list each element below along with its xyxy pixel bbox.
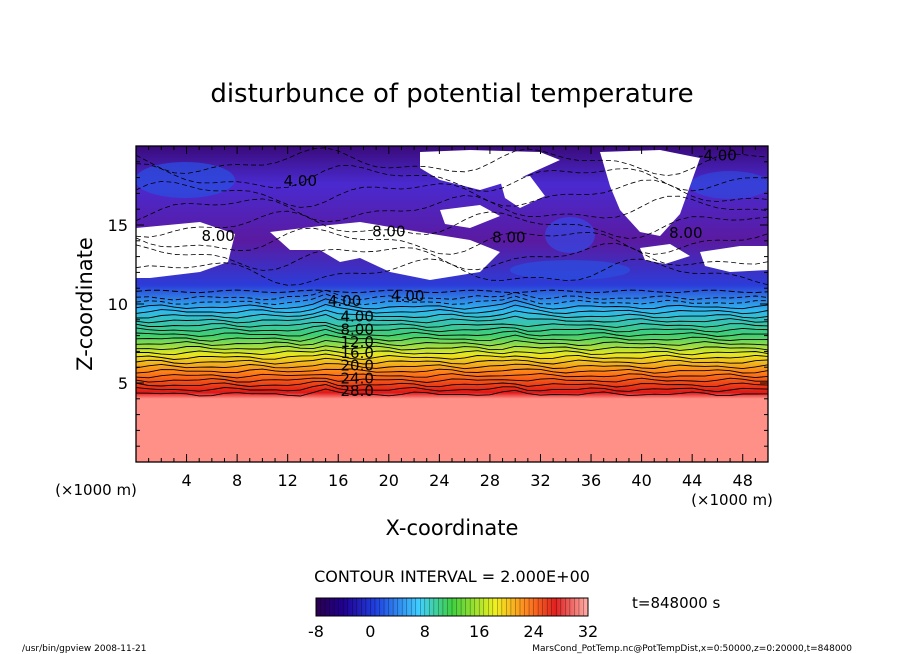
contour-label: 12.0: [340, 333, 373, 351]
colorbar-tick-label: 32: [578, 622, 598, 641]
contour-line: [136, 349, 768, 356]
contour-line-negative: [136, 258, 768, 286]
contour-line-negative: [136, 194, 768, 223]
x-tick-label: 20: [379, 471, 399, 490]
contour-line: [136, 380, 768, 388]
contour-label: 4.00: [284, 172, 317, 190]
x-tick-label: 48: [733, 471, 753, 490]
contour-label: 8.00: [340, 320, 373, 338]
contour-line-negative: [136, 242, 768, 271]
colorbar-ticks: -8 0 8 16 24 32: [308, 622, 598, 641]
contour-label: 8.00: [372, 222, 405, 240]
contour-line: [136, 353, 768, 360]
contour-line: [136, 304, 768, 315]
plot-area: -4.004.008.00 8.00 8.00 8.004.004.004.008.0…: [136, 146, 768, 462]
contour-line: [136, 345, 768, 351]
contour-label: 24.0: [340, 369, 373, 387]
contour-lines: [136, 147, 768, 397]
x-tick-label: 12: [278, 471, 298, 490]
colorbar-tick-label: 8: [420, 622, 430, 641]
chart-title: disturbunce of potential temperature: [210, 79, 693, 109]
contour-label: -4.00: [698, 146, 737, 164]
x-tick-label: 40: [631, 471, 651, 490]
contour-line: [136, 314, 768, 324]
y-axis-label: Z-coordinate: [73, 237, 97, 371]
contour-line: [136, 321, 768, 328]
blank-region: [270, 222, 500, 280]
colorbar-tick-label: 24: [523, 622, 543, 641]
x-tick-label: 4: [181, 471, 191, 490]
footer-right: MarsCond_PotTemp.nc@PotTempDist,x=0:5000…: [532, 644, 852, 654]
colorbar-tick-label: 0: [365, 622, 375, 641]
blank-region: [440, 205, 500, 228]
contour-line: [136, 328, 768, 337]
x-tick-label: 44: [682, 471, 702, 490]
x-unit-right: (×1000 m): [691, 491, 773, 509]
contour-label: 8.00: [492, 229, 525, 247]
blue-region: [545, 217, 595, 253]
x-axis-label: X-coordinate: [386, 516, 519, 540]
contour-line: [136, 373, 768, 379]
contour-line: [136, 377, 768, 383]
footer-left: /usr/bin/gpview 2008-11-21: [22, 644, 146, 654]
contour-line: [136, 357, 768, 365]
contour-line: [136, 298, 768, 310]
x-axis: 4 8 12 16 20 24 28 32 36 40 44 48: [148, 146, 756, 490]
x-tick-label: 16: [328, 471, 348, 490]
contour-line: [136, 388, 768, 397]
contour-line-negative: [136, 289, 768, 294]
y-tick-label: 5: [118, 374, 128, 393]
time-label: t=848000 s: [632, 594, 720, 612]
colorbar-stripes: [320, 598, 584, 616]
contour-line: [136, 334, 768, 342]
contour-line: [136, 293, 768, 306]
colorbar-tick-label: -8: [308, 622, 324, 641]
contour-label: 16.0: [340, 344, 373, 362]
x-tick-label: 28: [480, 471, 500, 490]
contour-line: [136, 324, 768, 333]
colorbar-tick-label: 16: [469, 622, 489, 641]
y-tick-label: 10: [108, 295, 128, 314]
blue-region: [690, 171, 768, 199]
contour-line: [136, 289, 768, 301]
blue-region: [136, 162, 235, 198]
contour-label: 28.0: [340, 382, 373, 400]
y-tick-label: 15: [108, 216, 128, 235]
contour-line-negative: [136, 163, 768, 192]
blank-region: [700, 246, 768, 272]
x-tick-label: 24: [429, 471, 449, 490]
contour-line-negative: [136, 227, 768, 255]
contour-interval-text: CONTOUR INTERVAL = 2.000E+00: [314, 567, 590, 586]
y-axis: 5 10 15: [108, 161, 768, 447]
contour-labels: -4.004.008.00 8.00 8.00 8.004.004.004.008.0…: [201, 146, 736, 399]
contour-line: [136, 363, 768, 370]
x-tick-label: 8: [232, 471, 242, 490]
contour-line: [136, 339, 768, 347]
contour-line-negative: [136, 147, 768, 177]
contour-label: 4.00: [340, 308, 373, 326]
contour-label: 4.00: [391, 287, 424, 305]
contour-line-negative: [136, 210, 768, 240]
contour-label: 8.00: [669, 224, 702, 242]
x-unit-left: (×1000 m): [55, 481, 137, 499]
contour-line: [136, 309, 768, 319]
contour-label: 4.00: [328, 292, 361, 310]
contour-line-negative: [136, 179, 768, 208]
contour-line: [136, 384, 768, 393]
x-tick-label: 36: [581, 471, 601, 490]
contour-line: [136, 368, 768, 374]
blank-region: [420, 150, 560, 190]
contour-label: 8.00: [201, 227, 234, 245]
x-tick-label: 32: [530, 471, 550, 490]
contour-label: 20.0: [340, 357, 373, 375]
blue-region: [510, 260, 630, 280]
